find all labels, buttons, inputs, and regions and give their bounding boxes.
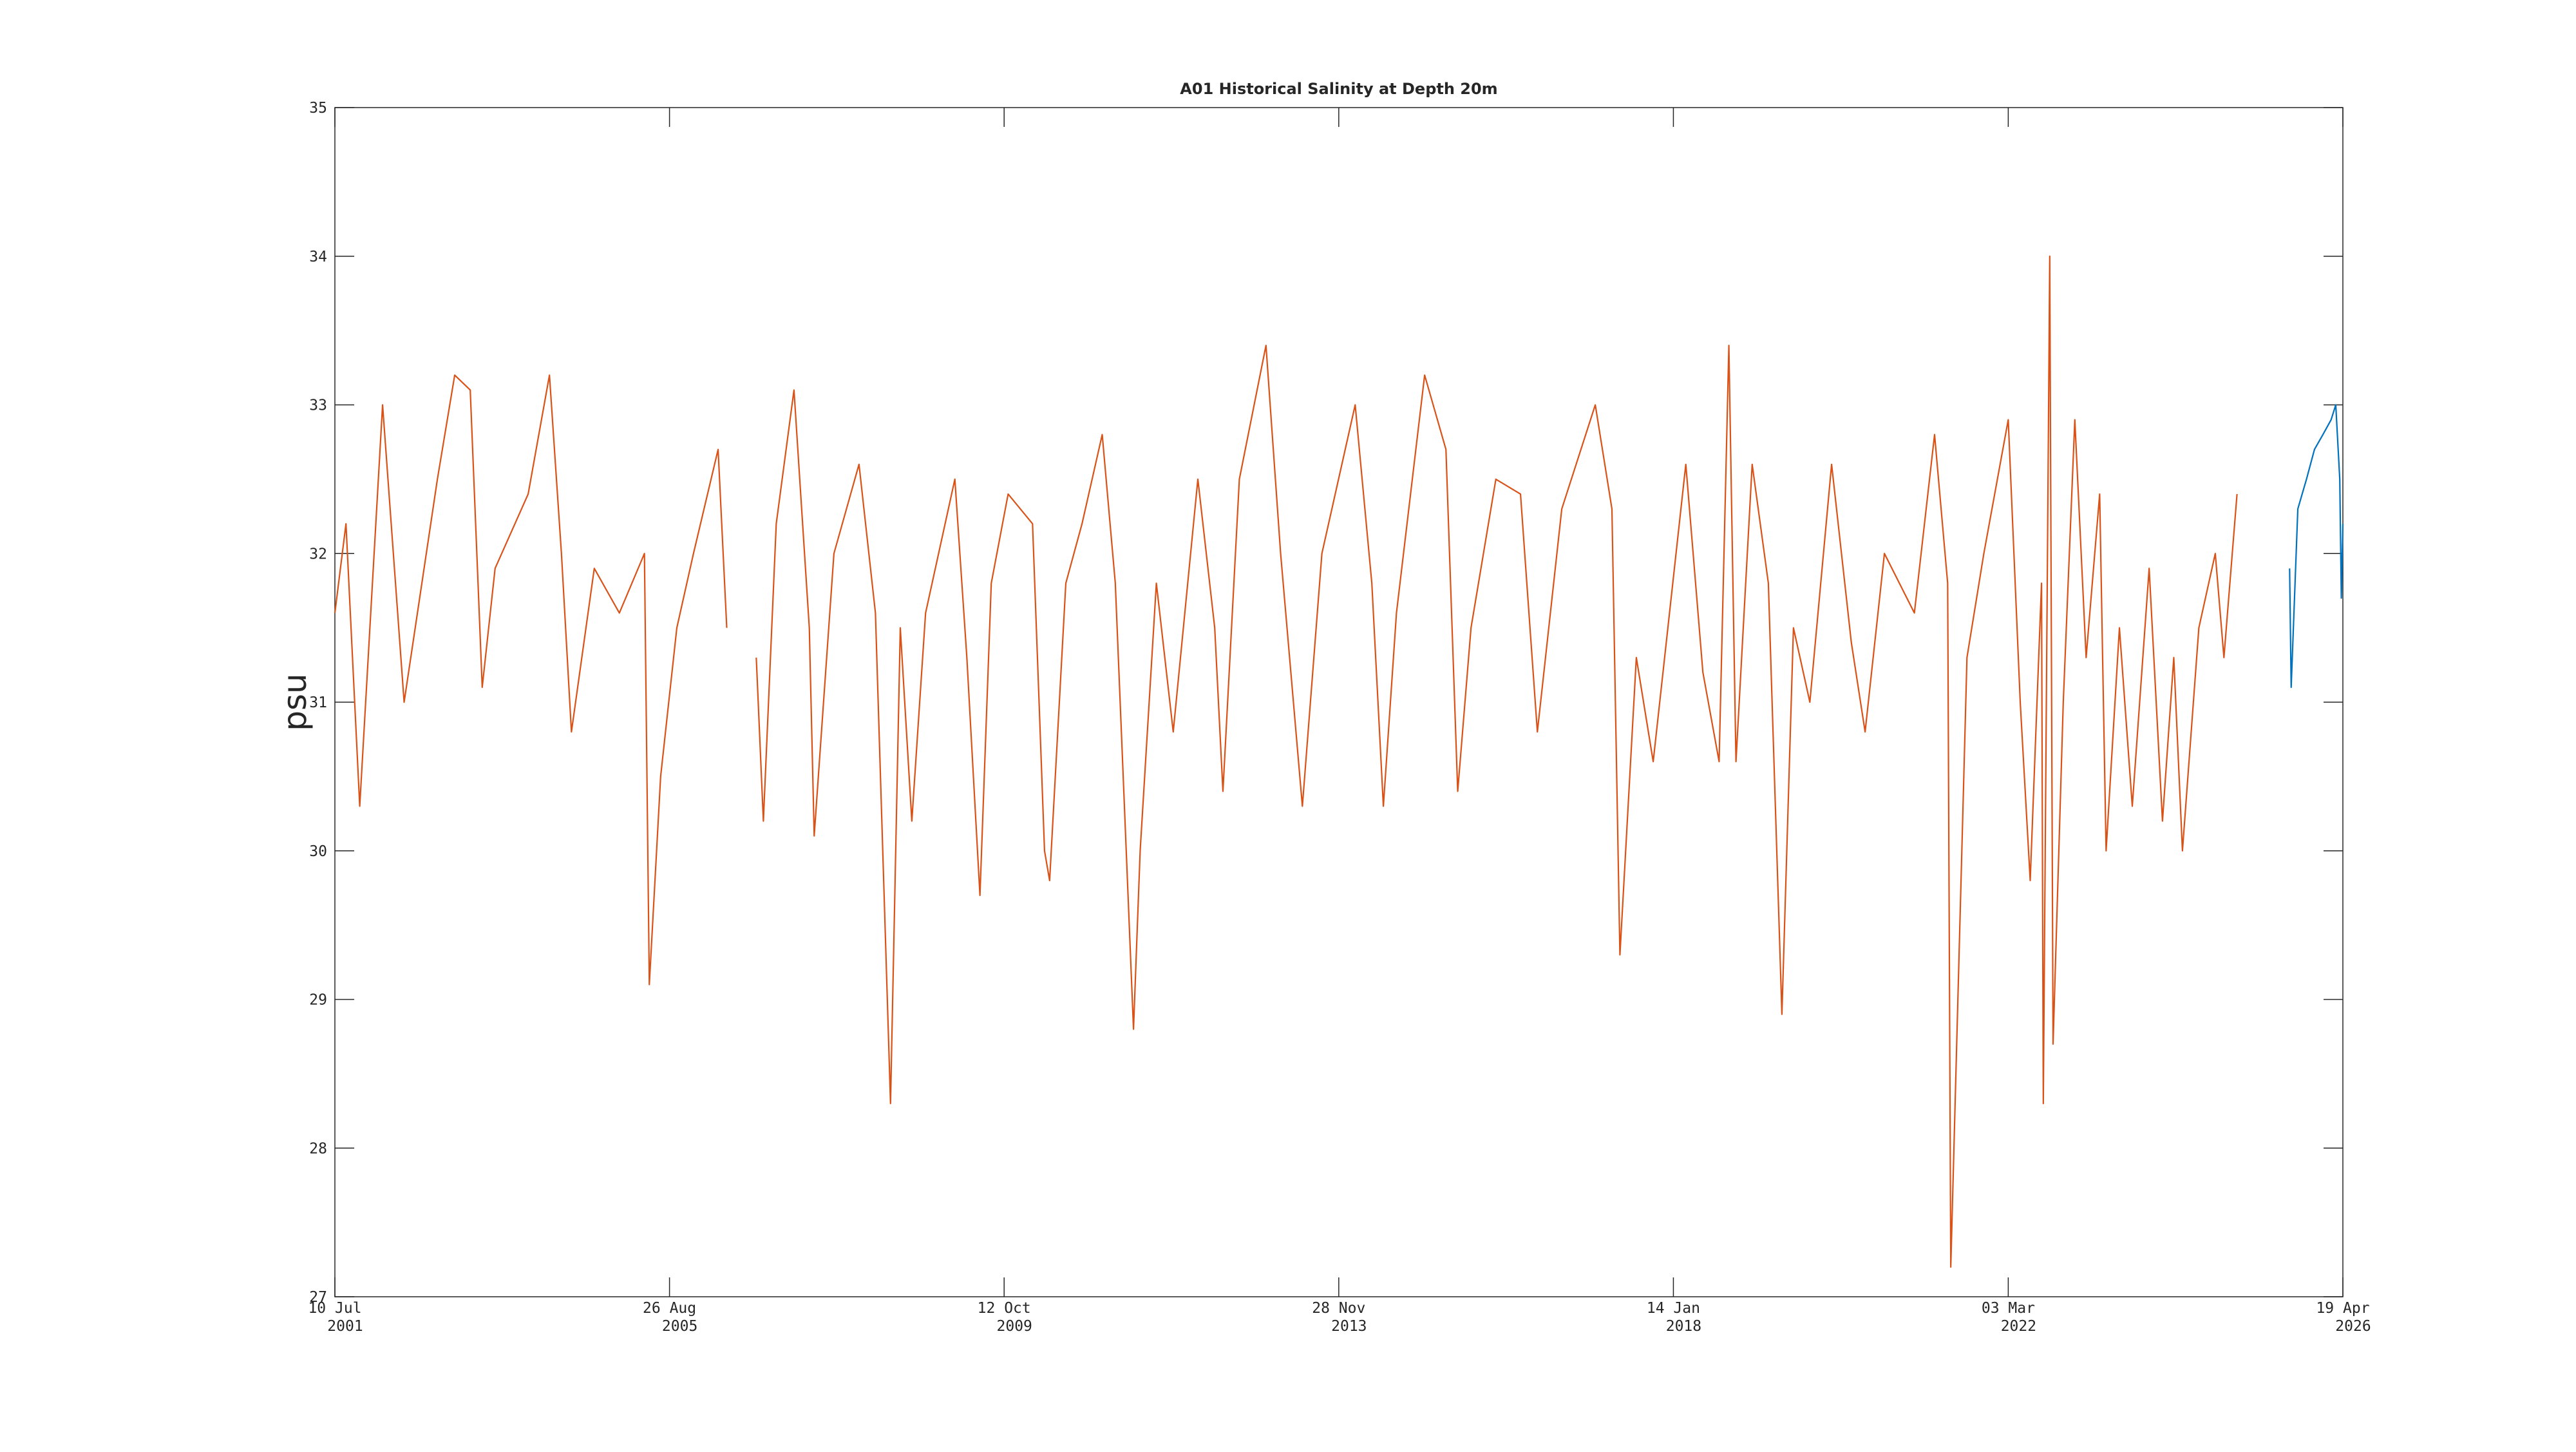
- y-tick-label: 27: [309, 1289, 327, 1306]
- x-tick-label: 19 Apr 2026: [2316, 1300, 2371, 1335]
- y-tick-label: 29: [309, 992, 327, 1009]
- y-axis-label: psu: [276, 673, 314, 731]
- x-tick-label: 14 Jan 2018: [1647, 1300, 1701, 1335]
- x-tick-label-line: 2005: [662, 1318, 697, 1335]
- x-tick-label-line: 28 Nov: [1312, 1300, 1365, 1317]
- y-tick-label: 33: [309, 397, 327, 414]
- x-tick-label-line: 2022: [2001, 1318, 2036, 1335]
- x-tick-label-line: 2018: [1666, 1318, 1701, 1335]
- x-tick-label: 28 Nov 2013: [1312, 1300, 1367, 1335]
- x-tick-label: 03 Mar 2022: [1982, 1300, 2036, 1335]
- y-tick-label: 34: [309, 249, 327, 265]
- chart-title: A01 Historical Salinity at Depth 20m: [1180, 80, 1497, 98]
- y-tick-label: 28: [309, 1140, 327, 1157]
- y-tick-label: 32: [309, 546, 327, 562]
- x-tick-label-line: 03 Mar: [1982, 1300, 2035, 1317]
- x-tick-label: 12 Oct 2009: [978, 1300, 1032, 1335]
- x-tick-label-line: 2001: [327, 1318, 363, 1335]
- x-tick-label-line: 14 Jan: [1647, 1300, 1700, 1317]
- y-tick-label: 31: [309, 694, 327, 711]
- data-line: [2289, 404, 2344, 689]
- x-tick-label-line: 26 Aug: [643, 1300, 696, 1317]
- y-tick-label: 35: [309, 100, 327, 117]
- x-tick-label-line: 2009: [997, 1318, 1032, 1335]
- x-tick-label: 10 Jul 2001: [308, 1300, 363, 1335]
- y-tick-label: 30: [309, 843, 327, 860]
- x-tick-label: 26 Aug 2005: [643, 1300, 697, 1335]
- x-tick-label-line: 10 Jul: [308, 1300, 361, 1317]
- x-tick-label-line: 12 Oct: [978, 1300, 1031, 1317]
- x-tick-label-line: 2013: [1331, 1318, 1367, 1335]
- data-line: [334, 255, 2238, 1268]
- x-tick-label-line: 2026: [2335, 1318, 2371, 1335]
- x-tick-label-line: 19 Apr: [2316, 1300, 2369, 1317]
